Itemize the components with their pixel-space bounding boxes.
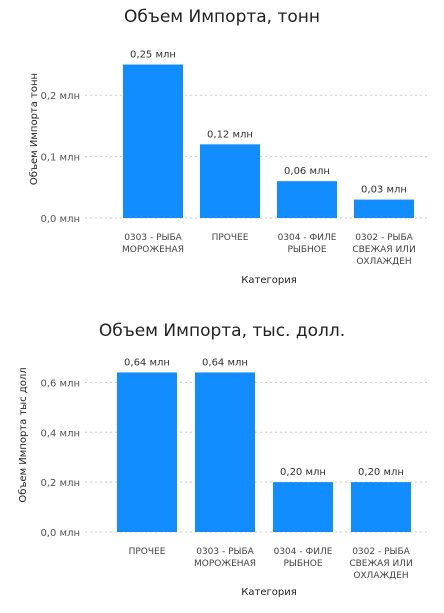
- x-tick-label: ПРОЧЕЕ: [212, 233, 249, 243]
- chart-import-usd: Объем Импорта, тыс. долл. 0,0 млн 0,2 млн…: [0, 310, 444, 613]
- bar[interactable]: [195, 372, 255, 532]
- y-axis-label: Объем Импорта тонн: [29, 73, 40, 185]
- data-label: 0,25 млн: [130, 50, 176, 61]
- data-label: 0,64 млн: [202, 357, 248, 368]
- x-tick-label: РЫБНОЕ: [283, 559, 322, 569]
- x-axis-label: Категория: [241, 587, 296, 598]
- chart-plot: 0,0 млн 0,2 млн 0,4 млн 0,6 млн 0,64 млн ПРОЧ…: [18, 357, 430, 598]
- x-tick-label: ОХЛАЖДЕН: [353, 571, 408, 581]
- y-axis-label: Объем Импорта тыс долл: [18, 367, 29, 502]
- data-label: 0,12 млн: [207, 129, 253, 140]
- data-label: 0,20 млн: [280, 467, 326, 478]
- x-tick-label: СВЕЖАЯ ИЛИ: [349, 559, 412, 569]
- x-tick-label: 0303 - РЫБА: [124, 233, 182, 243]
- x-tick-label: МОРОЖЕНАЯ: [194, 559, 256, 569]
- bar[interactable]: [273, 482, 333, 532]
- data-label: 0,20 млн: [358, 467, 404, 478]
- bar[interactable]: [123, 64, 183, 218]
- chart-title: Объем Импорта, тонн: [123, 7, 321, 27]
- y-tick-label: 0,1 млн: [40, 153, 80, 164]
- y-tick-label: 0,6 млн: [40, 378, 80, 389]
- x-axis-label: Категория: [241, 275, 296, 286]
- x-tick-label: 0304 - ФИЛЕ: [278, 233, 337, 243]
- data-label: 0,06 млн: [284, 166, 330, 177]
- x-tick-label: МОРОЖЕНАЯ: [122, 245, 184, 255]
- y-tick-label: 0,2 млн: [40, 91, 80, 102]
- y-tick-label: 0,2 млн: [40, 478, 80, 489]
- y-tick-label: 0,0 млн: [40, 214, 80, 225]
- data-label: 0,03 млн: [361, 185, 407, 196]
- y-tick-label: 0,0 млн: [40, 528, 80, 539]
- bar[interactable]: [351, 482, 411, 532]
- x-tick-label: 0304 - ФИЛЕ: [274, 547, 333, 557]
- x-tick-label: СВЕЖАЯ ИЛИ: [352, 245, 415, 255]
- bar[interactable]: [200, 144, 260, 218]
- bar[interactable]: [277, 181, 337, 218]
- x-tick-label: 0302 - РЫБА: [355, 233, 413, 243]
- bar[interactable]: [354, 199, 414, 218]
- x-tick-label: ПРОЧЕЕ: [129, 547, 166, 557]
- data-label: 0,64 млн: [124, 357, 170, 368]
- x-tick-label: РЫБНОЕ: [287, 245, 326, 255]
- y-tick-label: 0,4 млн: [40, 428, 80, 439]
- chart-import-tonnes: Объем Импорта, тонн 0,0 млн 0,1 млн 0,2 мл…: [0, 0, 444, 300]
- chart-title: Объем Импорта, тыс. долл.: [98, 321, 346, 341]
- x-tick-label: 0303 - РЫБА: [196, 547, 254, 557]
- x-tick-label: ОХЛАЖДЕН: [356, 257, 411, 267]
- x-tick-label: 0302 - РЫБА: [352, 547, 410, 557]
- chart-plot: 0,0 млн 0,1 млн 0,2 млн 0,25 млн 0303 - РЫБА…: [29, 50, 430, 286]
- bar[interactable]: [117, 372, 177, 532]
